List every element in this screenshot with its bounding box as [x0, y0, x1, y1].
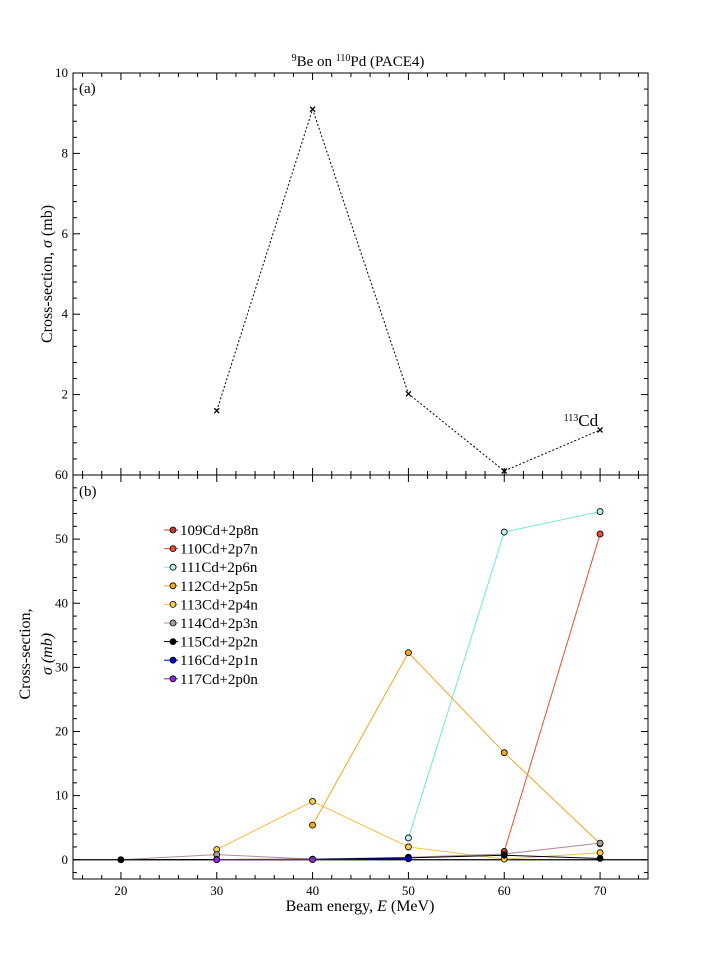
data-point: [501, 750, 507, 756]
y-tick-label: 20: [55, 724, 68, 739]
data-point: [118, 857, 124, 863]
legend-item-117cd-2p0n: 117Cd+2p0n: [164, 672, 258, 688]
y-tick-label: 30: [55, 659, 68, 674]
legend-item-112cd-2p5n: 112Cd+2p5n: [164, 579, 258, 595]
data-point: [310, 822, 316, 828]
data-point: [214, 857, 220, 863]
panel-a-label: (a): [79, 81, 96, 97]
y-tick-label: 60: [55, 467, 68, 482]
y-tick-label: 40: [55, 595, 68, 610]
legend-item-116cd-2p1n: 116Cd+2p1n: [164, 653, 258, 669]
legend-label: 115Cd+2p2n: [180, 635, 258, 651]
legend-swatch-marker: [170, 676, 176, 682]
legend-label: 116Cd+2p1n: [180, 653, 258, 669]
series-line: [217, 801, 600, 859]
data-point-x-marker: [598, 427, 603, 432]
legend-item-115cd-2p2n: 115Cd+2p2n: [164, 635, 258, 651]
data-point: [597, 531, 603, 537]
x-tick-label: 30: [210, 883, 223, 898]
legend-swatch-marker: [170, 620, 176, 626]
series-line: [313, 653, 600, 844]
y-tick-label: 50: [55, 531, 68, 546]
series-line: [408, 512, 600, 838]
panel-a-frame: [73, 73, 648, 475]
data-point: [310, 857, 316, 863]
series-111cd-2p6n: [405, 509, 603, 841]
x-tick-label: 50: [402, 883, 415, 898]
chart-title: 9Be on 110Pd (PACE4): [292, 53, 425, 71]
data-point: [501, 852, 507, 858]
panel-b-label: (b): [79, 484, 97, 500]
series-110cd-2p7n: [501, 531, 603, 854]
legend-item-111cd-2p6n: 111Cd+2p6n: [164, 560, 258, 576]
legend-swatch-marker: [170, 564, 176, 570]
x-tick-label: 40: [306, 883, 319, 898]
series-112cd-2p5n: [310, 650, 603, 847]
legend-label: 110Cd+2p7n: [180, 542, 258, 558]
legend: 109Cd+2p8n 110Cd+2p7n 111Cd+2p6n 112Cd+2p5n…: [164, 523, 259, 688]
panel-b-axes: 20 30 40 50 60 70 0 10 20 30 40 50 60: [55, 467, 648, 898]
data-point-x-marker: [214, 408, 219, 413]
legend-item-109cd-2p8n: 109Cd+2p8n: [164, 523, 259, 539]
legend-item-113cd-2p4n: 113Cd+2p4n: [164, 597, 258, 613]
series-113cd-2p4n: [214, 798, 603, 862]
panel-a-ylabel: Cross-section, σ (mb): [39, 205, 56, 343]
legend-label: 117Cd+2p0n: [180, 672, 258, 688]
annotation-113cd: 113Cd: [564, 411, 599, 430]
series-line: [217, 109, 600, 471]
y-tick-label: 0: [62, 852, 69, 867]
legend-label: 114Cd+2p3n: [180, 616, 258, 632]
data-point: [597, 509, 603, 515]
legend-swatch-marker: [170, 601, 176, 607]
legend-label: 111Cd+2p6n: [180, 560, 258, 576]
data-point: [405, 650, 411, 656]
legend-swatch-marker: [170, 546, 176, 552]
data-point: [405, 844, 411, 850]
data-point: [310, 798, 316, 804]
legend-item-114cd-2p3n: 114Cd+2p3n: [164, 616, 258, 632]
y-tick-label: 6: [62, 226, 69, 241]
legend-item-110cd-2p7n: 110Cd+2p7n: [164, 542, 258, 558]
panel-a-plot: [214, 107, 602, 474]
data-point: [597, 855, 603, 861]
data-point: [597, 850, 603, 856]
panel-a-axes: 2 4 6 8 10: [55, 65, 648, 475]
legend-swatch-marker: [170, 657, 176, 663]
legend-swatch-marker: [170, 639, 176, 645]
data-point: [405, 856, 411, 862]
series-line: [504, 534, 600, 851]
y-tick-label: 10: [55, 788, 68, 803]
series-117cd-2p0n: [214, 857, 316, 863]
data-point-x-marker: [310, 107, 315, 112]
legend-label: 109Cd+2p8n: [180, 523, 259, 539]
x-axis-label: Beam energy, E (MeV): [286, 898, 435, 915]
legend-label: 112Cd+2p5n: [180, 579, 258, 595]
data-point-x-marker: [406, 391, 411, 396]
x-tick-label: 60: [498, 883, 511, 898]
data-point: [405, 835, 411, 841]
x-tick-label: 20: [114, 883, 127, 898]
data-point: [597, 840, 603, 846]
y-tick-label: 4: [62, 306, 69, 321]
panel-b-ylabel-line1: Cross-section,: [17, 608, 34, 699]
y-tick-label: 2: [62, 387, 69, 402]
y-tick-label: 8: [62, 145, 69, 160]
legend-label: 113Cd+2p4n: [180, 597, 258, 613]
y-tick-label: 10: [55, 65, 68, 80]
x-tick-label: 70: [594, 883, 607, 898]
legend-swatch-marker: [170, 527, 176, 533]
data-point: [501, 529, 507, 535]
panel-b-frame: [73, 475, 648, 879]
legend-swatch-marker: [170, 583, 176, 589]
panel-b-ylabel-line2: σ (mb): [39, 633, 56, 675]
